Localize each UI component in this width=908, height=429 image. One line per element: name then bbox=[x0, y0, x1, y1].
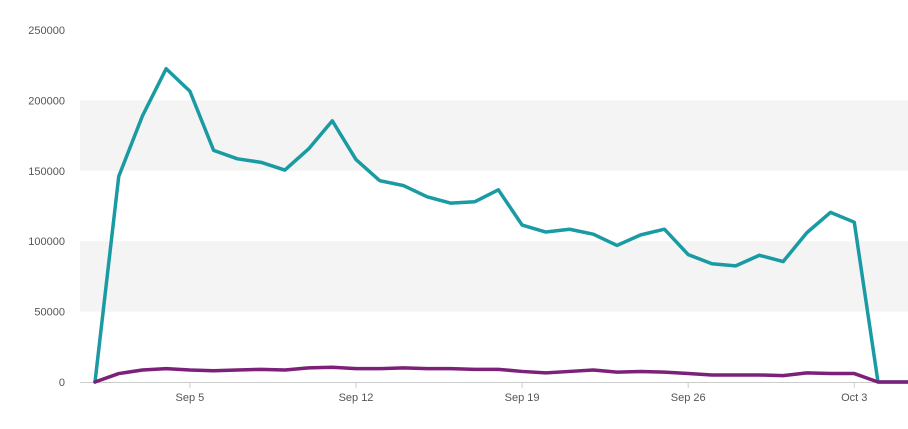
grid-band bbox=[80, 100, 908, 171]
grid-band bbox=[80, 241, 908, 312]
x-tick-label: Sep 19 bbox=[505, 392, 540, 404]
y-tick-label: 100000 bbox=[28, 236, 65, 248]
x-tick-label: Sep 12 bbox=[339, 392, 374, 404]
y-tick-label: 250000 bbox=[28, 25, 65, 37]
x-tick-label: Oct 3 bbox=[841, 392, 867, 404]
series-line-2 bbox=[93, 365, 908, 384]
x-tick-label: Sep 5 bbox=[176, 392, 205, 404]
y-tick-label: 50000 bbox=[34, 307, 65, 319]
series-line-1 bbox=[93, 66, 908, 384]
y-tick-label: 200000 bbox=[28, 95, 65, 107]
y-tick-label: 0 bbox=[59, 377, 65, 389]
y-tick-label: 150000 bbox=[28, 166, 65, 178]
x-tick-label: Sep 26 bbox=[671, 392, 706, 404]
